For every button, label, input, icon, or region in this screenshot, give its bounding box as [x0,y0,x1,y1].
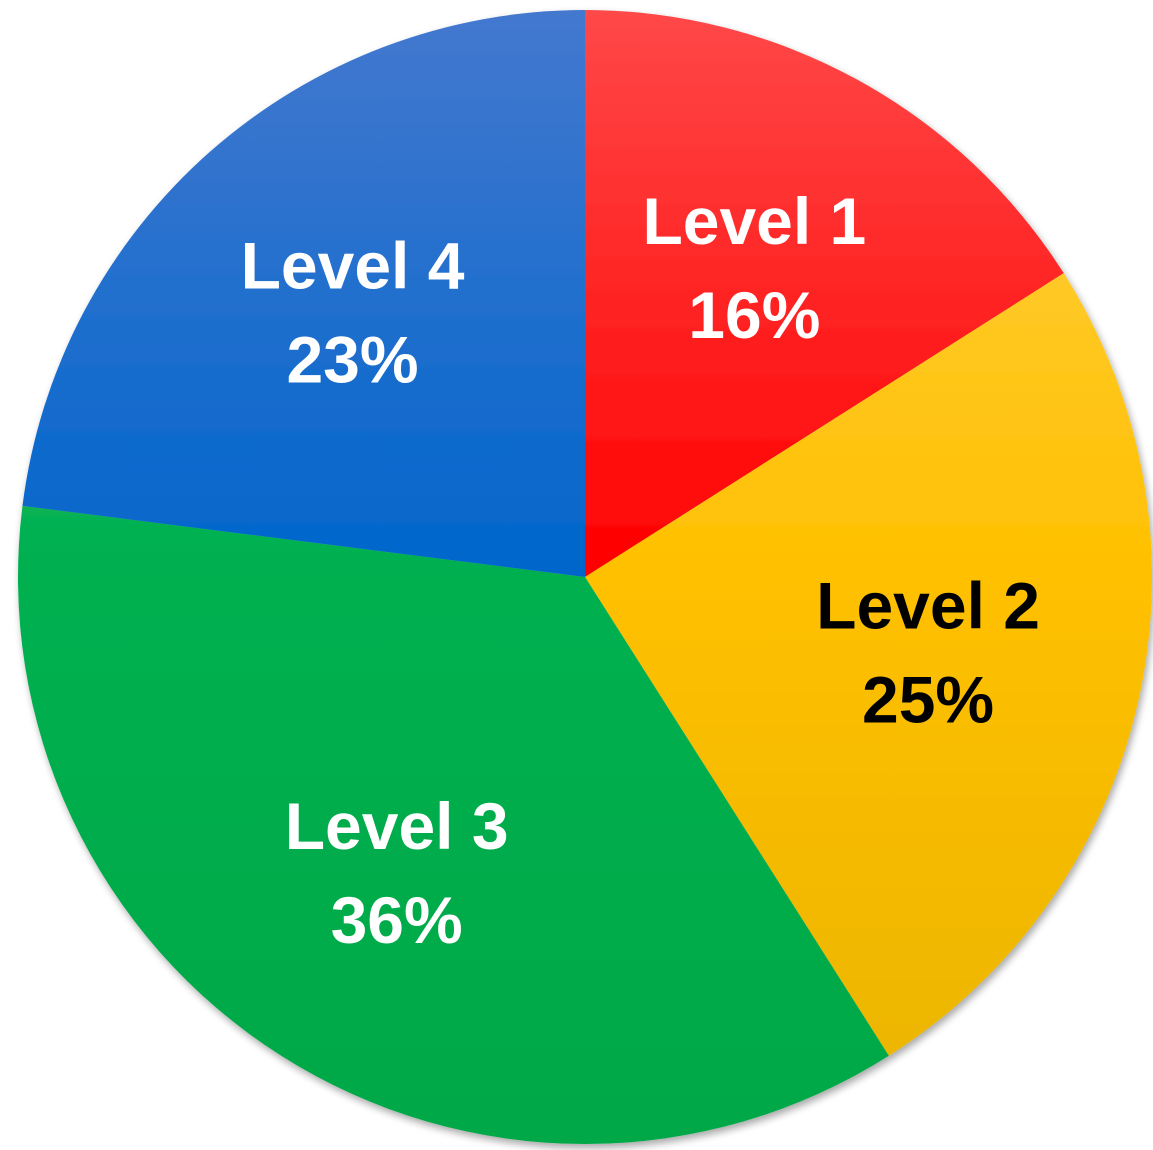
slice-label-level-4: Level 4 [241,228,465,302]
slice-label-level-3: Level 3 [285,789,509,863]
slice-label-level-2: Level 2 [816,569,1040,643]
slice-value-level-2: 25% [862,663,994,737]
pie-slice-level-3 [18,505,889,1145]
slice-value-level-1: 16% [688,278,820,352]
pie-slices [18,10,1152,1145]
slice-label-level-1: Level 1 [642,184,866,258]
pie-labels: Level 1 16% Level 2 25% Level 3 36% Level 4 23% [241,184,1040,957]
slice-value-level-3: 36% [331,883,463,957]
pie-slice-level-2 [585,273,1152,1056]
slice-value-level-4: 23% [286,322,418,396]
pie-slice-level-4 [22,10,586,577]
pie-slice-level-1 [585,10,1064,577]
